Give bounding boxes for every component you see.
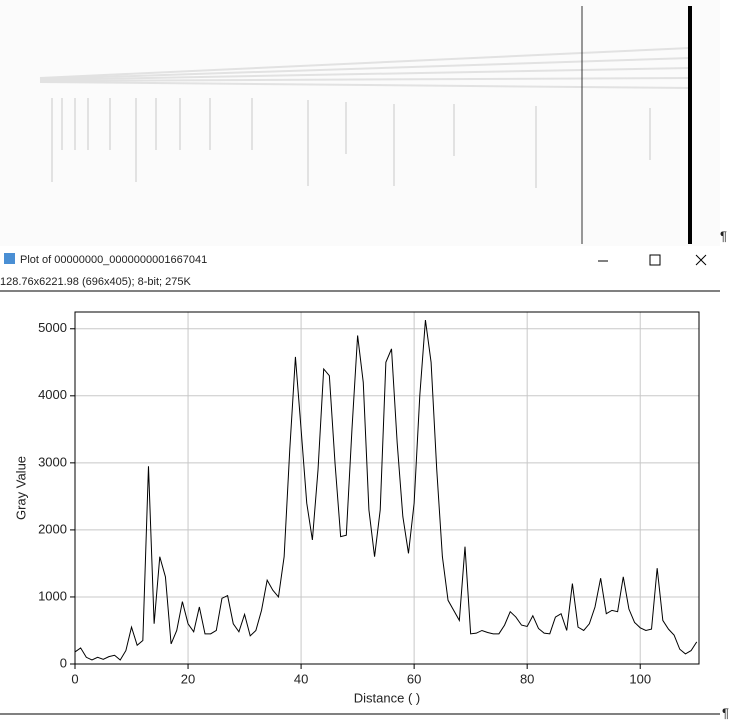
- x-tick-label: 0: [71, 671, 78, 686]
- y-tick-label: 0: [60, 655, 67, 670]
- window-info: 128.76x6221.98 (696x405); 8-bit; 275K: [0, 276, 191, 288]
- plot-window: Plot of 00000000_0000000001667041 128.76…: [0, 253, 729, 720]
- pilcrow: ¶: [720, 228, 727, 243]
- y-tick-label: 2000: [38, 521, 67, 536]
- x-tick-label: 20: [181, 671, 195, 686]
- close-button[interactable]: [695, 254, 707, 266]
- window-icon: [4, 253, 15, 264]
- y-tick-label: 1000: [38, 588, 67, 603]
- plot: 0 1000 2000 3000 4000 5000 0 20 40 60 80 100 Distanc…: [13, 311, 700, 705]
- x-tick-label: 80: [520, 671, 534, 686]
- x-axis-label: Distance ( ): [354, 690, 420, 705]
- y-tick-label: 3000: [38, 454, 67, 469]
- image-background: [0, 0, 720, 246]
- y-axis-label: Gray Value: [13, 456, 28, 520]
- maximize-button[interactable]: [649, 254, 661, 266]
- source-image: ¶: [0, 0, 727, 246]
- pilcrow: ¶: [722, 705, 729, 720]
- window-title: Plot of 00000000_0000000001667041: [20, 254, 207, 266]
- plot-frame: [74, 311, 700, 665]
- y-tick-label: 4000: [38, 387, 67, 402]
- image-stripes: [39, 47, 691, 188]
- x-tick-label: 60: [407, 671, 421, 686]
- y-tick-label: 5000: [38, 320, 67, 335]
- profile-line: [74, 319, 698, 661]
- x-tick-label: 100: [629, 671, 651, 686]
- x-tick-label: 40: [294, 671, 308, 686]
